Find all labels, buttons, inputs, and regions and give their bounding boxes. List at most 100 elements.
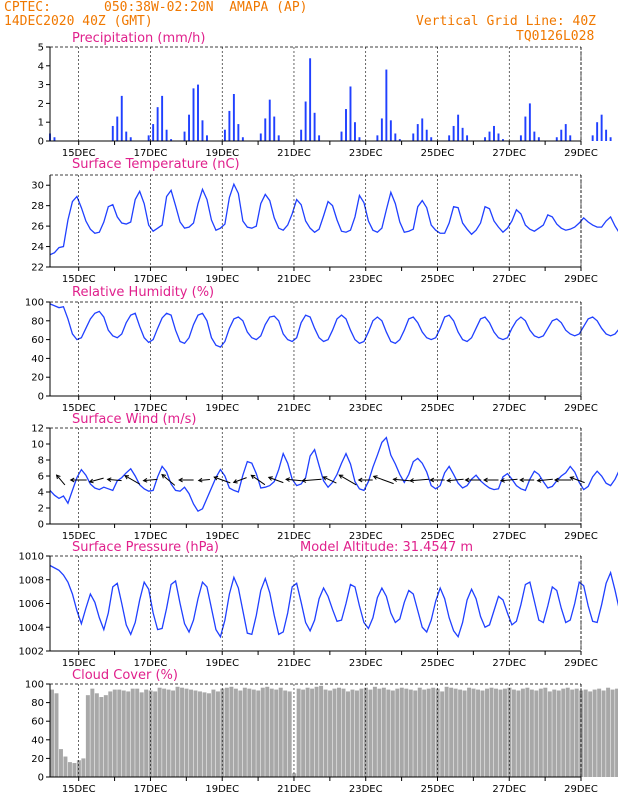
precip-bar bbox=[304, 101, 307, 141]
precip-bar bbox=[197, 84, 199, 141]
wind-y-tick-label: 4 bbox=[38, 488, 44, 499]
cloud-bar bbox=[601, 690, 606, 777]
cloud-bar bbox=[139, 692, 144, 777]
precip-bar bbox=[457, 114, 460, 141]
precip-bar bbox=[605, 129, 608, 141]
cloud-bar bbox=[386, 689, 391, 777]
rh-series-line bbox=[49, 303, 618, 348]
precip-y-tick-label: 3 bbox=[38, 80, 44, 91]
pressure-y-tick-label: 1010 bbox=[19, 552, 44, 563]
cloud-bar bbox=[242, 687, 247, 777]
wind-y-tick-label: 2 bbox=[38, 504, 44, 515]
cloud-bar bbox=[404, 688, 409, 777]
cloud-bar bbox=[117, 689, 122, 777]
cloud-bar bbox=[126, 691, 131, 777]
wind-arrow-shaft bbox=[89, 477, 104, 483]
precip-bar bbox=[354, 122, 356, 141]
cloud-bar bbox=[417, 687, 422, 777]
cloud-bar bbox=[292, 773, 297, 777]
wind-arrow-head bbox=[536, 478, 542, 483]
pressure-title: Surface Pressure (hPa) bbox=[72, 540, 219, 555]
wind-arrow-shaft bbox=[251, 474, 266, 486]
cloud-bar bbox=[381, 687, 386, 777]
precip-bar bbox=[232, 94, 235, 141]
pressure-x-tick-label: 15DEC bbox=[62, 658, 96, 669]
precip-x-tick-label: 21DEC bbox=[277, 148, 311, 159]
precip-bar bbox=[313, 112, 316, 141]
cloud-bar bbox=[58, 749, 63, 777]
cloud-bar bbox=[462, 690, 467, 777]
cloud-bar bbox=[193, 690, 198, 777]
wind-arrow-head bbox=[232, 479, 238, 484]
pressure-x-tick-label: 23DEC bbox=[349, 658, 383, 669]
cloud-bar bbox=[260, 687, 265, 777]
header-source: CPTEC: bbox=[4, 0, 51, 15]
cloud-bar bbox=[368, 689, 373, 777]
cloud-y-tick-label: 100 bbox=[25, 680, 44, 691]
precip-y-tick-label: 1 bbox=[38, 118, 44, 129]
precip-y-tick-label: 2 bbox=[38, 99, 44, 110]
precip-bar bbox=[277, 135, 280, 141]
rh-y-tick-label: 60 bbox=[31, 335, 44, 346]
precip-bar bbox=[488, 131, 491, 141]
wind-arrow-shaft bbox=[214, 476, 231, 484]
temp-title: Surface Temperature (nC) bbox=[72, 157, 240, 172]
wind-arrow-head bbox=[267, 476, 273, 481]
cloud-bar bbox=[305, 687, 310, 777]
precip-bar bbox=[120, 95, 123, 141]
wind-arrow-shaft bbox=[447, 478, 464, 482]
cloud-bar bbox=[211, 689, 216, 777]
pressure-y-tick-label: 1004 bbox=[19, 623, 44, 634]
cloud-y-tick-label: 80 bbox=[31, 698, 44, 709]
cloud-bar bbox=[498, 689, 503, 777]
precip-bar bbox=[519, 135, 522, 141]
precip-bar bbox=[430, 137, 433, 141]
wind-arrow-head bbox=[519, 477, 524, 483]
wind-arrow-shaft bbox=[410, 478, 429, 482]
wind-x-tick-label: 17DEC bbox=[134, 531, 168, 542]
cloud-bar bbox=[247, 688, 252, 777]
wind-arrow-shaft bbox=[393, 478, 410, 482]
wind-arrow-head bbox=[338, 474, 344, 479]
cloud-bar bbox=[534, 690, 539, 777]
wind-arrow-shaft bbox=[161, 474, 176, 486]
cloud-bar bbox=[615, 688, 618, 777]
precip-bar bbox=[484, 137, 486, 141]
precip-bar bbox=[116, 116, 119, 141]
wind-title: Surface Wind (m/s) bbox=[72, 412, 196, 427]
precip-bar bbox=[309, 58, 312, 141]
temp-x-tick-label: 15DEC bbox=[62, 274, 96, 285]
precip-y-tick-label: 4 bbox=[38, 61, 44, 72]
cloud-bar bbox=[301, 689, 306, 777]
precip-bar bbox=[537, 137, 540, 141]
precip-bar bbox=[223, 129, 226, 141]
wind-x-tick-label: 21DEC bbox=[277, 531, 311, 542]
rh-y-tick-label: 40 bbox=[31, 354, 44, 365]
wind-arrow-head bbox=[372, 475, 378, 480]
cloud-bar bbox=[543, 687, 548, 777]
cloud-bar bbox=[206, 693, 211, 777]
precip-bar bbox=[165, 129, 168, 141]
cloud-bar bbox=[283, 690, 288, 777]
precip-bar bbox=[569, 135, 572, 141]
precip-bar bbox=[273, 116, 276, 141]
precip-bar bbox=[268, 99, 271, 141]
wind-arrow-head bbox=[464, 477, 470, 483]
cloud-bar bbox=[274, 689, 279, 777]
cloud-x-tick-label: 19DEC bbox=[205, 784, 239, 795]
cloud-bar bbox=[377, 688, 382, 777]
wind-arrow-shaft bbox=[124, 475, 141, 485]
cloud-bar bbox=[431, 687, 436, 777]
precip-bar bbox=[376, 135, 379, 141]
precip-bar bbox=[609, 137, 612, 141]
cloud-y-tick-label: 0 bbox=[38, 773, 44, 784]
cloud-bar bbox=[395, 688, 400, 777]
precip-bar bbox=[380, 118, 383, 141]
cloud-bar bbox=[485, 688, 490, 777]
cloud-bar bbox=[319, 685, 324, 777]
pressure-x-tick-label: 19DEC bbox=[205, 658, 239, 669]
cloud-bar bbox=[574, 688, 579, 777]
wind-x-tick-label: 29DEC bbox=[564, 531, 598, 542]
cloud-bar bbox=[511, 689, 516, 777]
precip-bar bbox=[192, 88, 195, 141]
